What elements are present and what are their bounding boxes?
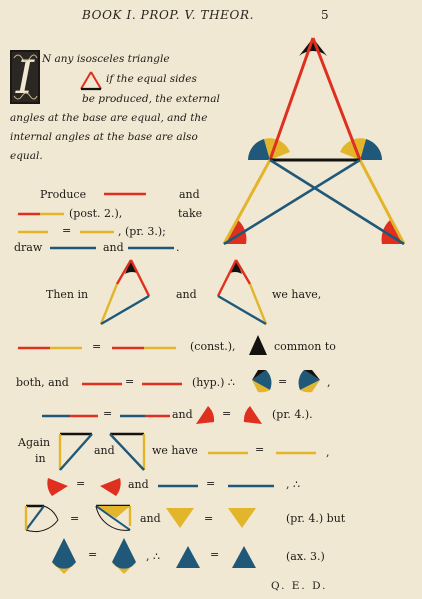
prop-line-4: angles at the base are equal, and the [10,112,208,124]
segment-yellow-3 [276,451,316,455]
ref-hyp: (hyp.) ∴ [192,376,235,389]
blue-sector-1 [176,546,200,568]
red-wedge-2 [243,406,262,424]
word-and-3: and [176,288,197,301]
word-and-5: and [94,444,115,457]
figure-triangle-left [99,259,151,326]
figure-triangle-right [216,259,268,326]
figure-angle-right [109,432,146,471]
initial-letter: I [15,50,35,104]
right-inner-angle-blue [360,139,382,160]
word-and-1: and [179,188,200,201]
ref-const: (const.), [190,340,236,353]
segment-blue-2 [128,246,174,250]
equals-sign-7: = [255,443,265,456]
right-external-angle-red [381,220,404,244]
equals-sign-4: = [278,375,288,388]
equals-sign-8: = [76,477,86,490]
segment-blue-4 [228,484,274,488]
segment-blue-3 [158,484,198,488]
phrase-we-have-2: we have [152,444,198,457]
equals-sign-5: = [103,407,113,420]
ref-pr-3: , (pr. 3.); [118,225,166,238]
word-again: Again [18,436,51,449]
equals-sign-6: = [222,407,232,420]
angle-piece-right [298,370,320,393]
prop-line-6: equal. [10,150,43,162]
comma-1: , [327,376,331,389]
equals-sign-12: = [88,548,98,561]
segment-red-yellow [18,212,64,216]
ornament-flourish-icon [13,54,38,100]
sector-left-outline [24,504,59,533]
phrase-we-have: we have, [272,288,322,301]
word-produce: Produce [40,188,87,201]
prop-line-2: if the equal sides [106,73,197,85]
figure-angle-left [58,432,93,471]
equals-sign-11: = [204,512,214,525]
equals-sign-9: = [206,477,216,490]
comma-2: , [326,446,330,459]
word-and-4: and [172,408,193,421]
segment-yellow-equal [80,230,114,234]
prop-line-5: internal angles at the base are also [10,131,198,143]
running-header: BOOK I. PROP. V. THEOR. 5 [0,8,422,26]
segment-yellow-take [18,230,48,234]
equals-sign-10: = [70,512,80,525]
ref-pr-4-but: (pr. 4.) but [286,512,346,525]
black-angle-icon [249,335,267,355]
apex-angle-black [299,38,327,56]
red-wedge-4 [100,478,121,496]
segment-blue-red-2 [120,414,170,418]
word-take: take [178,207,203,220]
phrase-then-in: Then in [46,288,89,301]
red-wedge-1 [196,406,215,424]
prop-line-1: N any isosceles triangle [42,53,170,65]
segment-red-5 [142,382,182,386]
qed: Q. E. D. [271,580,328,592]
therefore-sign-2: , ∴ [146,550,160,563]
yellow-sector-2 [228,508,256,528]
ref-ax-3: (ax. 3.) [286,550,325,563]
equals-sign-13: = [210,548,220,561]
angle-piece-left [252,370,272,393]
therefore-sign-1: , ∴ [286,478,300,491]
word-and-7: and [140,512,161,525]
left-external-angle-red [224,220,247,244]
combined-angle-right [112,538,136,574]
red-wedge-3 [47,478,68,496]
small-triangle-icon [80,71,102,91]
prop-line-3: be produced, the external [82,93,220,105]
segment-red-produce [104,192,146,196]
segment-red-yellow-2 [18,346,82,350]
word-draw: draw [14,241,43,254]
word-in: in [35,452,46,465]
segment-red-4 [82,382,122,386]
ornamental-initial: I [10,50,40,104]
left-inner-angle-blue [248,139,270,160]
main-figure-diagram [222,37,406,246]
equals-sign-1: = [62,224,72,237]
page-number: 5 [321,8,329,22]
segment-blue-1 [50,246,96,250]
combined-angle-left [52,538,76,574]
yellow-sector-1 [166,508,194,528]
phrase-both-and: both, and [16,376,69,389]
header-title: BOOK I. PROP. V. THEOR. [82,8,254,22]
sector-right-outline [95,504,132,531]
segment-yellow-2 [208,451,248,455]
word-and-2: and [103,241,124,254]
ref-post-2: (post. 2.), [69,207,123,220]
segment-red-yellow-3 [112,346,176,350]
equals-sign-3: = [125,375,135,388]
word-and-6: and [128,478,149,491]
blue-sector-2 [232,546,256,568]
ref-pr-4-1: (pr. 4.). [272,408,313,421]
equals-sign-2: = [92,340,102,353]
segment-blue-red-1 [42,414,98,418]
phrase-common-to: common to [274,340,336,353]
